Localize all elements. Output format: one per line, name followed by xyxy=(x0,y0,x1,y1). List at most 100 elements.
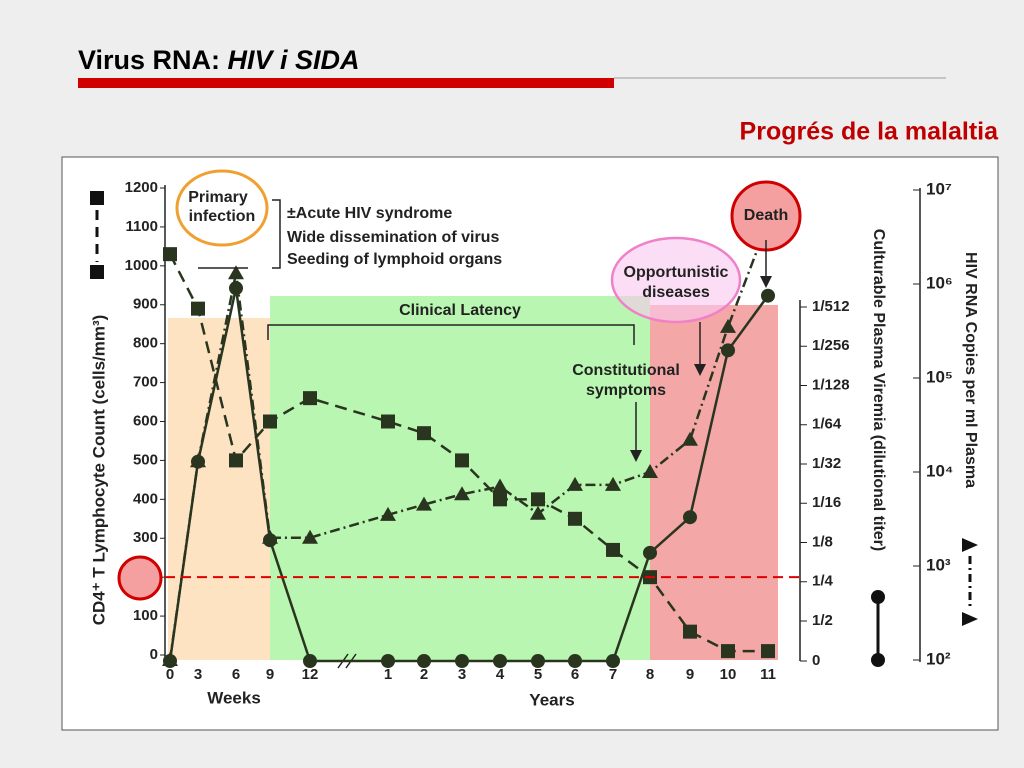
x-tick-label: 6 xyxy=(571,666,579,683)
highlight-primary xyxy=(175,169,269,247)
marker-triangle xyxy=(162,652,178,666)
marker-triangle xyxy=(228,265,244,280)
y-tick-label: 100 xyxy=(133,607,158,624)
marker-triangle xyxy=(262,529,278,544)
x-tick-label: 5 xyxy=(534,666,542,683)
y-tick-label: 300 xyxy=(133,529,158,546)
legend-triangle xyxy=(962,612,978,626)
x-tick-label: 9 xyxy=(266,666,274,683)
marker-circle xyxy=(417,654,431,668)
x-tick-label: 1 xyxy=(384,666,392,683)
marker-square xyxy=(263,414,277,429)
x-tick-label: 10 xyxy=(720,666,737,683)
x-tick-label: 3 xyxy=(194,666,202,683)
x-tick-label: 7 xyxy=(609,666,617,683)
y2-tick-label: 1/2 xyxy=(812,612,833,629)
slide-title: Virus RNA: HIV i SIDA xyxy=(78,45,360,75)
y-tick-label: 500 xyxy=(133,451,158,468)
marker-circle xyxy=(721,343,735,358)
plot: 0100200300400500600700800900100011001200… xyxy=(125,179,954,710)
marker-circle xyxy=(493,654,507,668)
series-line xyxy=(168,253,768,653)
y-tick-label: 1100 xyxy=(125,218,158,235)
subtitle: Progrés de la malaltia xyxy=(740,118,1000,146)
y-tick-label: 400 xyxy=(133,490,158,507)
marker-square xyxy=(303,391,317,406)
legend-circle xyxy=(871,653,885,667)
annotation: Wide dissemination of virus xyxy=(287,229,499,246)
title-bar xyxy=(78,78,614,88)
marker-triangle xyxy=(720,318,736,333)
y2-tick-label: 1/32 xyxy=(812,455,841,472)
y3-tick-label: 10² xyxy=(926,649,951,668)
y-tick-label: 1000 xyxy=(125,257,158,274)
phase-primary xyxy=(168,318,270,660)
arrowhead xyxy=(694,364,706,376)
bracket xyxy=(267,324,635,345)
marker-circle xyxy=(606,654,620,668)
x-group-label: Years xyxy=(529,690,574,709)
marker-triangle xyxy=(302,529,318,544)
legend-triangle xyxy=(962,538,978,552)
marker-circle xyxy=(455,654,469,668)
marker-square xyxy=(163,247,177,262)
x-tick-label: 12 xyxy=(302,666,319,683)
y3-tick-label: 10⁷ xyxy=(926,179,952,198)
marker-square xyxy=(606,542,620,557)
y2-tick-label: 1/256 xyxy=(812,337,850,354)
y-tick-label: 700 xyxy=(133,374,158,391)
x-tick-label: 2 xyxy=(420,666,428,683)
marker-square xyxy=(683,624,697,639)
y2-tick-label: 0 xyxy=(812,652,820,669)
marker-square xyxy=(191,301,205,316)
annotation: Clinical Latency xyxy=(399,302,521,319)
title-part: Virus RNA: xyxy=(78,45,228,75)
marker-circle xyxy=(229,281,243,296)
y2-tick-label: 1/8 xyxy=(812,533,833,550)
marker-triangle xyxy=(416,496,432,511)
marker-triangle xyxy=(530,505,546,520)
annotation: Constitutional xyxy=(572,362,680,379)
annotation: symptoms xyxy=(586,382,666,399)
marker-circle xyxy=(761,288,775,303)
highlight-threshold xyxy=(117,555,163,601)
marker-circle xyxy=(683,510,697,525)
annotation: Death xyxy=(744,207,788,224)
legend-square xyxy=(90,191,104,205)
marker-circle xyxy=(568,654,582,668)
phase-aids xyxy=(650,305,778,660)
x-tick-label: 0 xyxy=(166,666,174,683)
x-tick-label: 8 xyxy=(646,666,654,683)
marker-triangle xyxy=(380,506,396,521)
arrowhead xyxy=(630,450,642,462)
marker-square xyxy=(761,644,775,659)
y3-tick-label: 10⁶ xyxy=(926,273,953,292)
legend-square xyxy=(90,265,104,279)
highlight-opportunistic xyxy=(610,236,742,324)
marker-square xyxy=(568,511,582,526)
marker-circle xyxy=(643,545,657,560)
x-group-label: Weeks xyxy=(207,688,261,707)
y-tick-label: 0 xyxy=(150,646,158,663)
marker-triangle xyxy=(642,464,658,478)
marker-square xyxy=(229,453,243,468)
marker-triangle xyxy=(567,476,583,491)
marker-square xyxy=(455,453,469,468)
x-tick-label: 11 xyxy=(760,666,776,683)
marker-square xyxy=(493,492,507,507)
annotation: infection xyxy=(189,208,256,225)
x-tick-label: 9 xyxy=(686,666,694,683)
phase-latency xyxy=(270,296,650,660)
y2-tick-label: 1/64 xyxy=(812,416,842,433)
marker-square xyxy=(721,644,735,659)
annotation: Seeding of lymphoid organs xyxy=(287,251,502,268)
annotation: Primary xyxy=(188,189,248,206)
y-tick-label: 900 xyxy=(133,296,158,313)
marker-triangle xyxy=(190,453,206,468)
y3-tick-label: 10³ xyxy=(926,555,951,574)
marker-circle xyxy=(381,654,395,668)
y2-tick-label: 1/16 xyxy=(812,494,841,511)
y2-axis-title: Culturable Plasma Viremia (dilutional ti… xyxy=(870,229,887,551)
marker-circle xyxy=(531,654,545,668)
annotation: Opportunistic xyxy=(624,264,729,281)
